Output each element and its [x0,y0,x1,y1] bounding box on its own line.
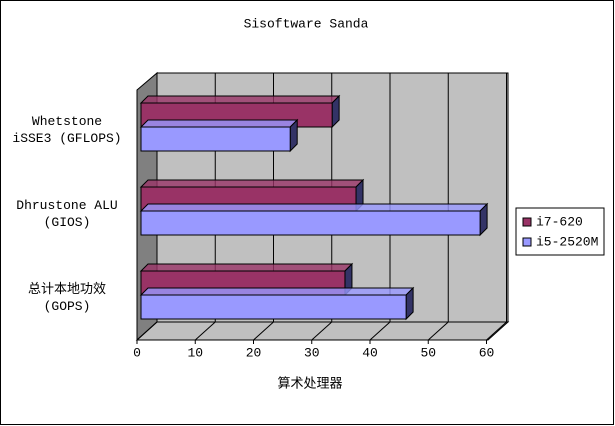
x-tick-label: 0 [133,345,141,360]
x-tick-label: 60 [479,345,495,360]
grid-line [194,321,216,341]
x-tick-label: 40 [362,345,378,360]
bar-top [139,179,365,188]
y-tick-label: Whetstone iSSE3 (GFLOPS) [12,114,122,146]
grid-line [486,321,507,341]
grid-line [136,321,158,341]
bar-top [139,119,299,128]
x-tick-label: 30 [304,345,320,360]
x-tick-label: 10 [187,345,203,360]
y-tick-label: 总计本地功效 (GOPS) [27,282,106,314]
bar [140,126,291,152]
bar [140,294,407,320]
legend-swatch [522,217,532,227]
floor [135,321,510,341]
x-tick-label: 20 [246,345,262,360]
bar-top [139,203,489,212]
legend-label: i5-2520M [536,234,598,249]
bar-top [139,263,354,272]
grid-line [427,321,449,341]
grid-line [253,321,274,341]
bar [140,210,481,236]
grid-line [311,321,333,341]
chart-title: Sisoftware Sanda [244,16,369,31]
bar-top [139,95,341,104]
bar-top [139,287,415,296]
legend-swatch [522,237,532,247]
y-tick-label: Dhrustone ALU (GIOS) [16,198,118,230]
x-axis-title: 算术处理器 [277,376,342,391]
legend-box [515,207,605,256]
x-tick-label: 50 [420,345,436,360]
legend-label: i7-620 [536,214,583,229]
grid-line [369,321,391,341]
